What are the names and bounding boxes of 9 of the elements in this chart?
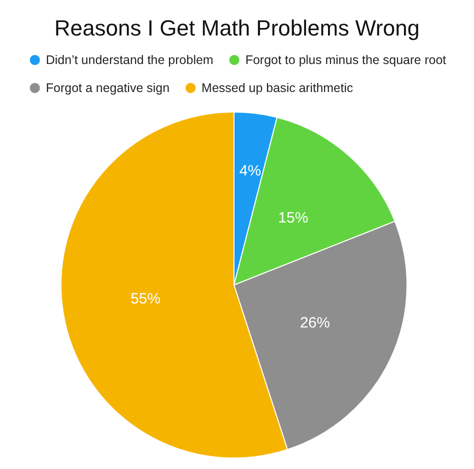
chart-title: Reasons I Get Math Problems Wrong — [54, 16, 420, 40]
data-label: 55% — [130, 290, 161, 308]
legend-label: Didn’t understand the problem — [46, 53, 214, 67]
data-label: 15% — [278, 209, 308, 226]
legend-label: Forgot to plus minus the square root — [245, 53, 447, 67]
data-label: 26% — [300, 314, 330, 332]
legend-label: Messed up basic arithmetic — [202, 81, 354, 95]
legend-label: Forgot a negative sign — [46, 81, 170, 95]
data-label: 4% — [239, 162, 262, 180]
